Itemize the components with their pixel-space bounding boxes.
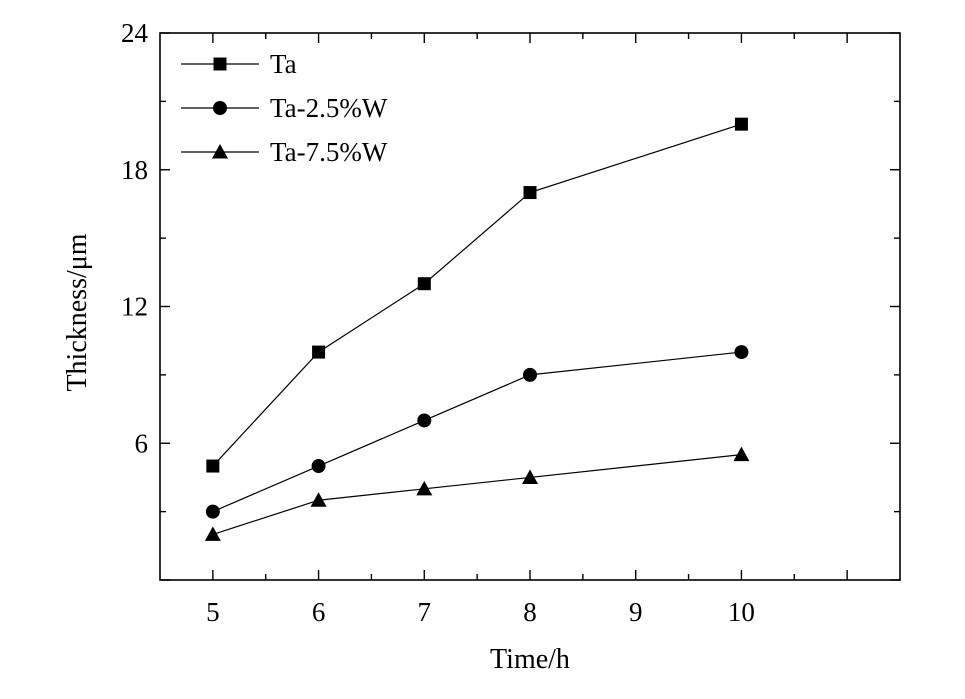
x-tick-label: 7 [418,597,432,627]
data-point-square [417,277,431,291]
data-point-circle [417,413,432,428]
data-point-triangle [522,469,538,484]
data-point-triangle [416,480,433,496]
legend-marker-triangle [212,144,228,159]
series-circle [205,345,749,519]
x-tick-label: 8 [523,597,537,627]
y-axis-ticks: 6 12 18 24 [121,18,900,581]
data-point-triangle [310,492,327,507]
data-point-square [734,117,748,131]
y-tick-label: 24 [121,18,149,48]
x-axis-ticks: 5 6 7 8 9 10 [206,33,848,627]
data-point-circle [523,367,537,382]
data-point-circle [205,504,220,519]
legend-item: Ta [181,49,297,79]
series-line [212,123,742,467]
data-point-triangle [204,526,221,541]
legend: Ta Ta-2.5%W Ta-7.5%W [181,49,388,167]
legend-label: Ta-2.5%W [270,93,388,123]
series-triangle [204,446,750,541]
legend-marker-circle [213,101,227,115]
series-line [212,351,742,513]
x-tick-label: 5 [206,597,220,627]
x-axis-title: Time/h [490,644,570,675]
legend-label: Ta-7.5%W [270,137,388,167]
data-point-square [206,459,220,473]
data-point-square [523,186,537,200]
x-tick-label: 6 [312,597,326,627]
data-point-circle [311,459,326,474]
legend-marker-square [213,57,227,71]
x-tick-label: 9 [629,597,643,627]
y-tick-label: 18 [121,155,148,185]
legend-label: Ta [270,49,297,79]
series-layer [204,117,750,541]
legend-item: Ta-2.5%W [181,93,388,123]
legend-item: Ta-7.5%W [181,137,388,167]
y-axis-title: Thickness/μm [62,233,93,391]
data-point-circle [734,345,749,360]
x-tick-label: 10 [728,597,755,627]
y-tick-label: 6 [135,428,149,458]
y-tick-label: 12 [121,292,148,322]
data-point-square [312,345,326,359]
series-line [212,454,742,535]
series-square [206,117,748,473]
data-point-triangle [733,446,750,462]
